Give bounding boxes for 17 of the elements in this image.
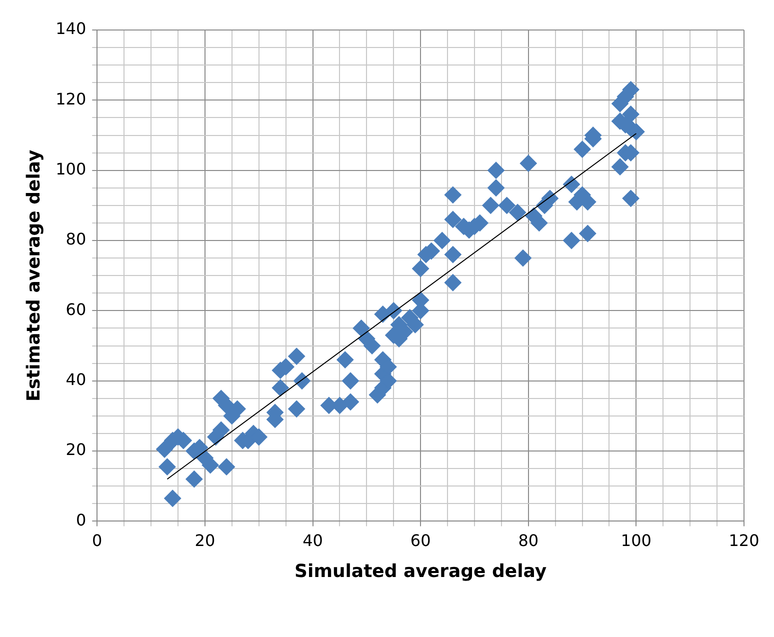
y-axis-title: Estimated average delay bbox=[23, 149, 44, 402]
x-tick-label: 40 bbox=[302, 530, 323, 550]
y-tick-label: 80 bbox=[66, 230, 86, 249]
y-tick-label: 100 bbox=[56, 160, 86, 178]
x-axis-title: Simulated average delay bbox=[294, 560, 547, 582]
y-tick-label: 60 bbox=[66, 300, 86, 319]
x-tick-label: 120 bbox=[728, 530, 760, 550]
x-tick-label: 20 bbox=[194, 530, 216, 550]
y-tick-label: 120 bbox=[56, 89, 86, 108]
x-tick-label: 0 bbox=[92, 530, 102, 550]
x-tick-label: 100 bbox=[620, 530, 652, 550]
y-tick-label: 20 bbox=[66, 440, 86, 460]
x-tick-label: 60 bbox=[410, 530, 431, 550]
y-tick-label: 0 bbox=[76, 510, 86, 530]
y-tick-label: 140 bbox=[56, 19, 86, 38]
x-tick-label: 80 bbox=[518, 530, 539, 550]
y-tick-label: 40 bbox=[66, 370, 86, 390]
